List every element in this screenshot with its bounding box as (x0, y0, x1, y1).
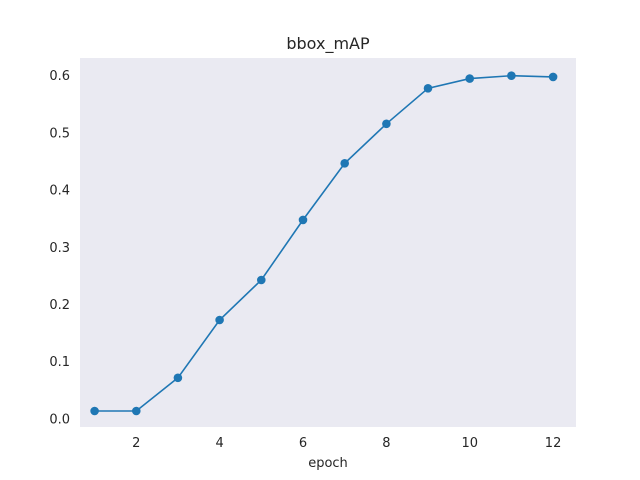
data-point (507, 71, 516, 80)
data-point (382, 119, 391, 129)
x-axis-label: epoch (308, 456, 348, 471)
x-tick-label: 6 (299, 436, 307, 451)
data-point (257, 275, 266, 285)
x-tick-label: 10 (461, 436, 478, 451)
y-tick-label: 0.6 (49, 69, 70, 84)
data-point (548, 72, 558, 82)
x-axis-ticks: 2 4 6 8 10 12 (132, 436, 561, 451)
data-point (215, 315, 224, 325)
data-point (465, 74, 475, 83)
x-tick-label: 12 (545, 436, 562, 451)
y-tick-label: 0.5 (49, 126, 70, 141)
data-point (340, 159, 350, 168)
data-point (90, 406, 99, 416)
series-points (90, 71, 558, 416)
chart-title: bbox_mAP (286, 34, 370, 54)
x-tick-label: 8 (382, 436, 390, 451)
plot-area (80, 58, 576, 427)
data-point (132, 406, 141, 416)
y-tick-label: 0.3 (49, 241, 70, 256)
x-tick-label: 2 (132, 436, 140, 451)
series-line (94, 74, 554, 412)
y-tick-label: 0.0 (49, 412, 70, 427)
y-axis-ticks: 0.0 0.1 0.2 0.3 0.4 0.5 0.6 (49, 69, 70, 427)
data-point (173, 373, 183, 383)
data-point (298, 215, 308, 225)
y-tick-label: 0.4 (49, 184, 70, 199)
data-point (423, 84, 433, 93)
y-tick-label: 0.1 (49, 355, 70, 370)
y-tick-label: 0.2 (49, 298, 70, 313)
x-tick-label: 4 (215, 436, 223, 451)
